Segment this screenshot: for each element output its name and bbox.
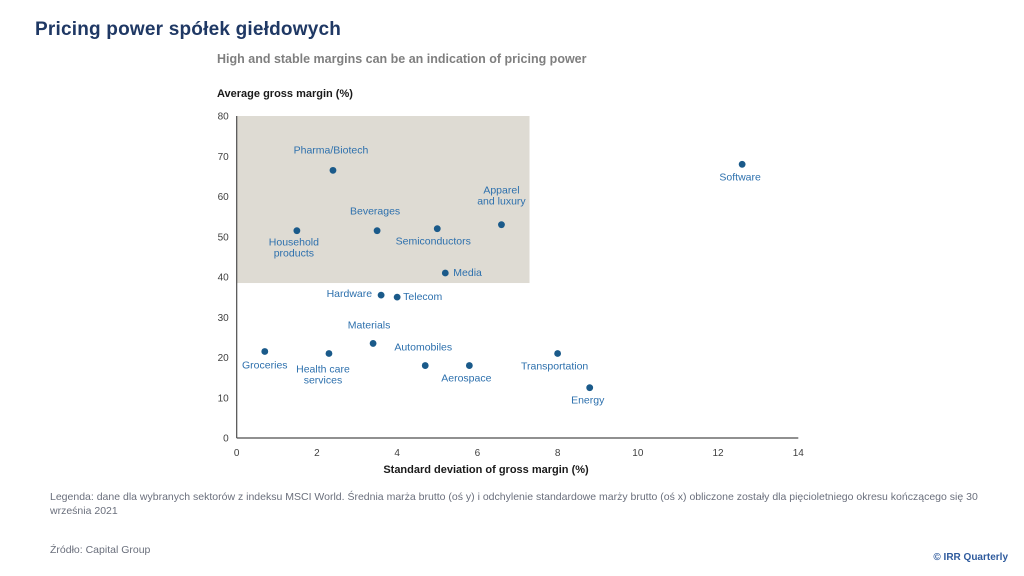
y-tick-label: 80 [218, 112, 230, 123]
x-tick-label: 4 [394, 448, 400, 459]
data-point [369, 340, 377, 347]
data-point [441, 269, 449, 277]
data-point [586, 384, 594, 392]
legend-note: Legenda: dane dla wybranych sektorów z i… [50, 491, 978, 517]
y-tick-label: 70 [218, 152, 230, 163]
data-point [421, 362, 429, 369]
data-point [293, 227, 301, 235]
y-axis-title: Average gross margin (%) [217, 88, 353, 100]
y-tick-label: 30 [218, 313, 230, 324]
data-point [498, 221, 505, 229]
chart-subtitle: High and stable margins can be an indica… [217, 52, 587, 66]
x-tick-label: 0 [234, 448, 240, 459]
data-point [373, 227, 381, 235]
data-point-label: Automobiles [394, 342, 452, 354]
data-point-label: Media [453, 267, 482, 279]
data-point [393, 293, 401, 301]
x-tick-label: 12 [713, 448, 725, 459]
y-tick-label: 10 [218, 393, 230, 404]
page-title: Pricing power spółek giełdowych [35, 18, 342, 40]
x-tick-label: 8 [555, 448, 561, 459]
data-point [329, 166, 337, 174]
data-point-label: Semiconductors [396, 236, 471, 248]
x-tick-label: 2 [314, 448, 320, 459]
data-point-label: Hardware [327, 288, 373, 300]
data-point [738, 160, 746, 168]
y-tick-label: 0 [223, 434, 229, 445]
x-tick-label: 6 [475, 448, 481, 459]
scatter-chart: 0 10 20 30 40 50 60 70 80 0 2 4 6 8 10 12 14 Standard dev… [218, 112, 805, 477]
x-tick-label: 10 [632, 448, 644, 459]
data-point-label: Transportation [521, 360, 588, 372]
shaded-region [236, 116, 530, 284]
data-point-label: Beverages [350, 206, 400, 218]
data-point-label: Materials [348, 319, 391, 331]
data-point [465, 362, 473, 369]
data-point-label: Energy [571, 395, 605, 407]
y-tick-label: 50 [218, 232, 230, 243]
data-point-label: Software [719, 171, 761, 183]
data-point-label: Household products [269, 237, 319, 260]
data-point-label: Telecom [403, 291, 442, 303]
data-point-label: Pharma/Biotech [294, 144, 369, 156]
data-point-label: Aerospace [441, 373, 491, 385]
data-point-label: Apparel and luxury [477, 185, 526, 208]
x-axis-title: Standard deviation of gross margin (%) [383, 464, 589, 476]
data-point [433, 225, 441, 233]
data-point [261, 348, 269, 355]
data-point-label: Health care services [296, 363, 350, 386]
source-note: Źródło: Capital Group [50, 544, 151, 556]
data-point [325, 350, 333, 357]
data-point [377, 291, 385, 299]
y-tick-label: 20 [218, 353, 230, 364]
y-tick-label: 40 [218, 273, 230, 284]
x-tick-label: 14 [793, 448, 805, 459]
data-point-label: Groceries [242, 359, 288, 371]
copyright-note: © IRR Quarterly [933, 552, 1008, 563]
y-tick-label: 60 [218, 192, 230, 203]
data-point [554, 350, 562, 357]
